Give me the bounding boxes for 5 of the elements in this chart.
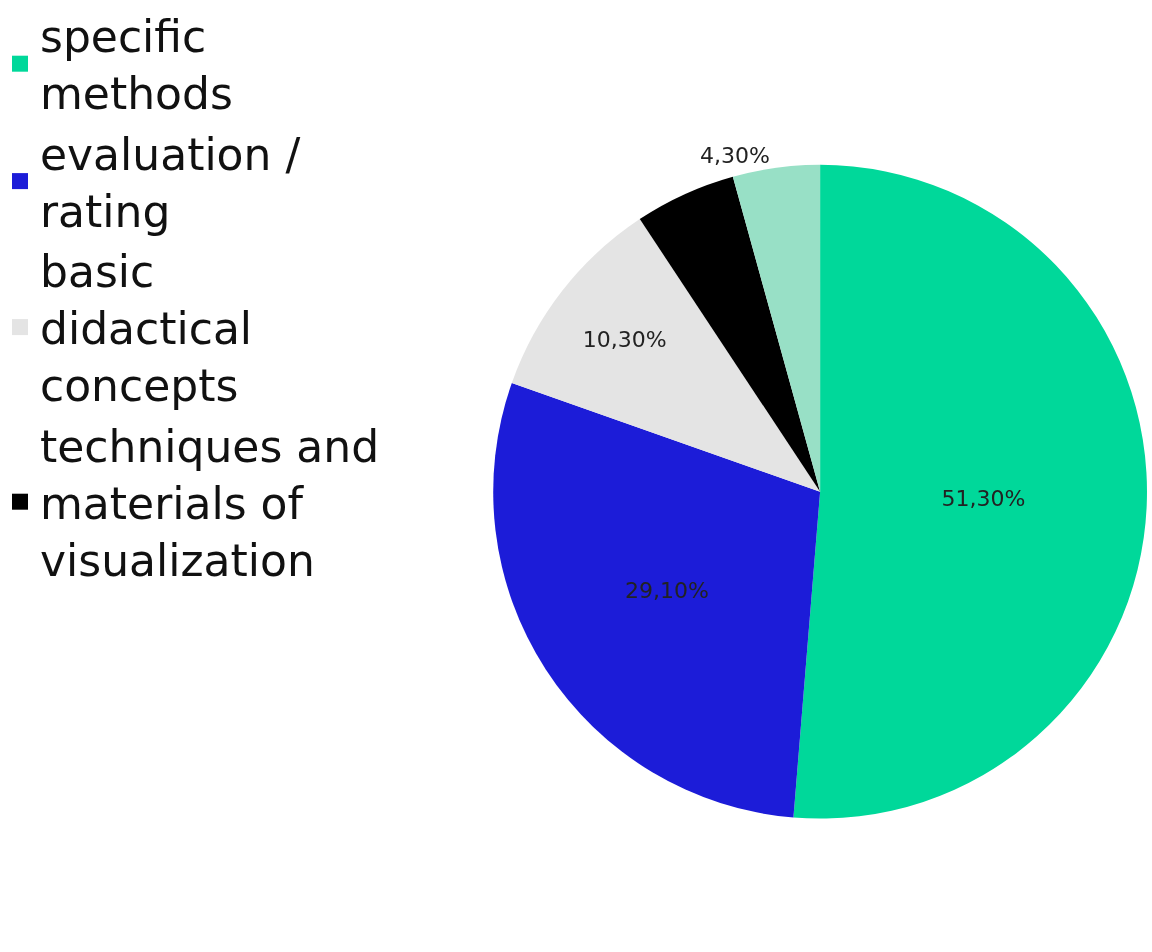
legend-label: techniques and materials of visualization [40, 420, 380, 587]
data-label: 10,30% [582, 326, 667, 352]
data-label: 51,30% [941, 485, 1026, 511]
data-label: 29,10% [625, 578, 709, 604]
data-label: 4,30% [699, 143, 770, 169]
